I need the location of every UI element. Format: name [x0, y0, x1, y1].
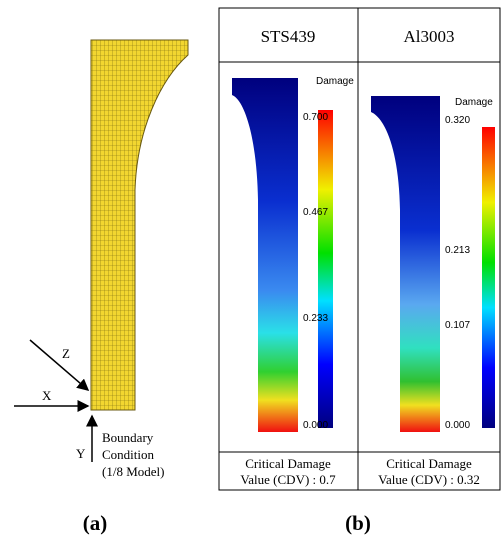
tick-label: 0.107 [445, 320, 470, 331]
column-header: STS439 [261, 27, 316, 46]
legend-title: Damage [316, 76, 354, 87]
tick-label: 0.213 [445, 245, 470, 256]
z-arrow [30, 340, 88, 390]
contour [232, 78, 298, 432]
tick-label: 0.000 [303, 420, 328, 431]
panel-label: (a) [83, 511, 108, 535]
axis-label: Y [76, 446, 86, 461]
note: Boundary [102, 430, 154, 445]
mesh-model [91, 40, 188, 410]
footer: Critical Damage [386, 456, 472, 471]
legend-title: Damage [455, 97, 493, 108]
tick-label: 0.233 [303, 313, 328, 324]
note: (1/8 Model) [102, 464, 164, 479]
axis-label: X [42, 388, 52, 403]
axis-label: Z [62, 346, 70, 361]
panel-label: (b) [345, 511, 371, 535]
footer: Value (CDV) : 0.32 [378, 472, 480, 487]
tick-label: 0.467 [303, 207, 328, 218]
figure: Z X Y Boundary Condition (1/8 Model) (a)… [0, 0, 504, 540]
contour [371, 96, 440, 432]
column-header: Al3003 [404, 27, 455, 46]
colorbar [482, 127, 495, 428]
footer: Value (CDV) : 0.7 [240, 472, 336, 487]
note: Condition [102, 447, 155, 462]
tick-label: 0.700 [303, 112, 328, 123]
colorbar [318, 110, 333, 428]
tick-label: 0.000 [445, 420, 470, 431]
tick-label: 0.320 [445, 115, 470, 126]
footer: Critical Damage [245, 456, 331, 471]
